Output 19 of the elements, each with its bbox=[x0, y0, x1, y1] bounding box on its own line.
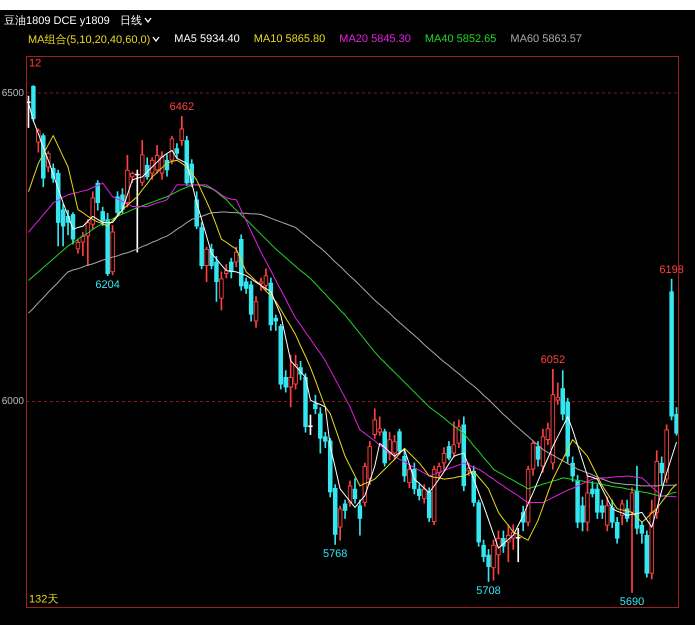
annotation: 6204 bbox=[95, 279, 120, 292]
annotation: 5690 bbox=[620, 596, 644, 608]
annotation: 12 bbox=[29, 58, 42, 70]
text: MA10 5865.80 bbox=[254, 33, 326, 45]
chart-subtitle: 日线 bbox=[120, 14, 142, 28]
annotation: 6462 bbox=[170, 100, 194, 113]
text: MA20 5845.30 bbox=[339, 33, 411, 45]
chart-title: 豆油1809 DCE y1809 bbox=[4, 14, 110, 28]
annotation: 5708 bbox=[476, 585, 501, 598]
text: MA60 5863.57 bbox=[510, 33, 582, 45]
legend-label: MA5 5934.40 bbox=[174, 33, 240, 45]
annotation: 5768 bbox=[322, 548, 348, 560]
candlestick bbox=[630, 487, 634, 593]
y-tick-label: 6000 bbox=[2, 396, 24, 408]
text: MA40 5852.65 bbox=[424, 33, 496, 45]
y-tick-label: 6500 bbox=[2, 88, 24, 99]
annotation: 6052 bbox=[540, 354, 566, 366]
legend-title: MA组合(5,10,20,40,60,0) bbox=[28, 32, 150, 46]
annotation: 132天 bbox=[29, 594, 58, 606]
